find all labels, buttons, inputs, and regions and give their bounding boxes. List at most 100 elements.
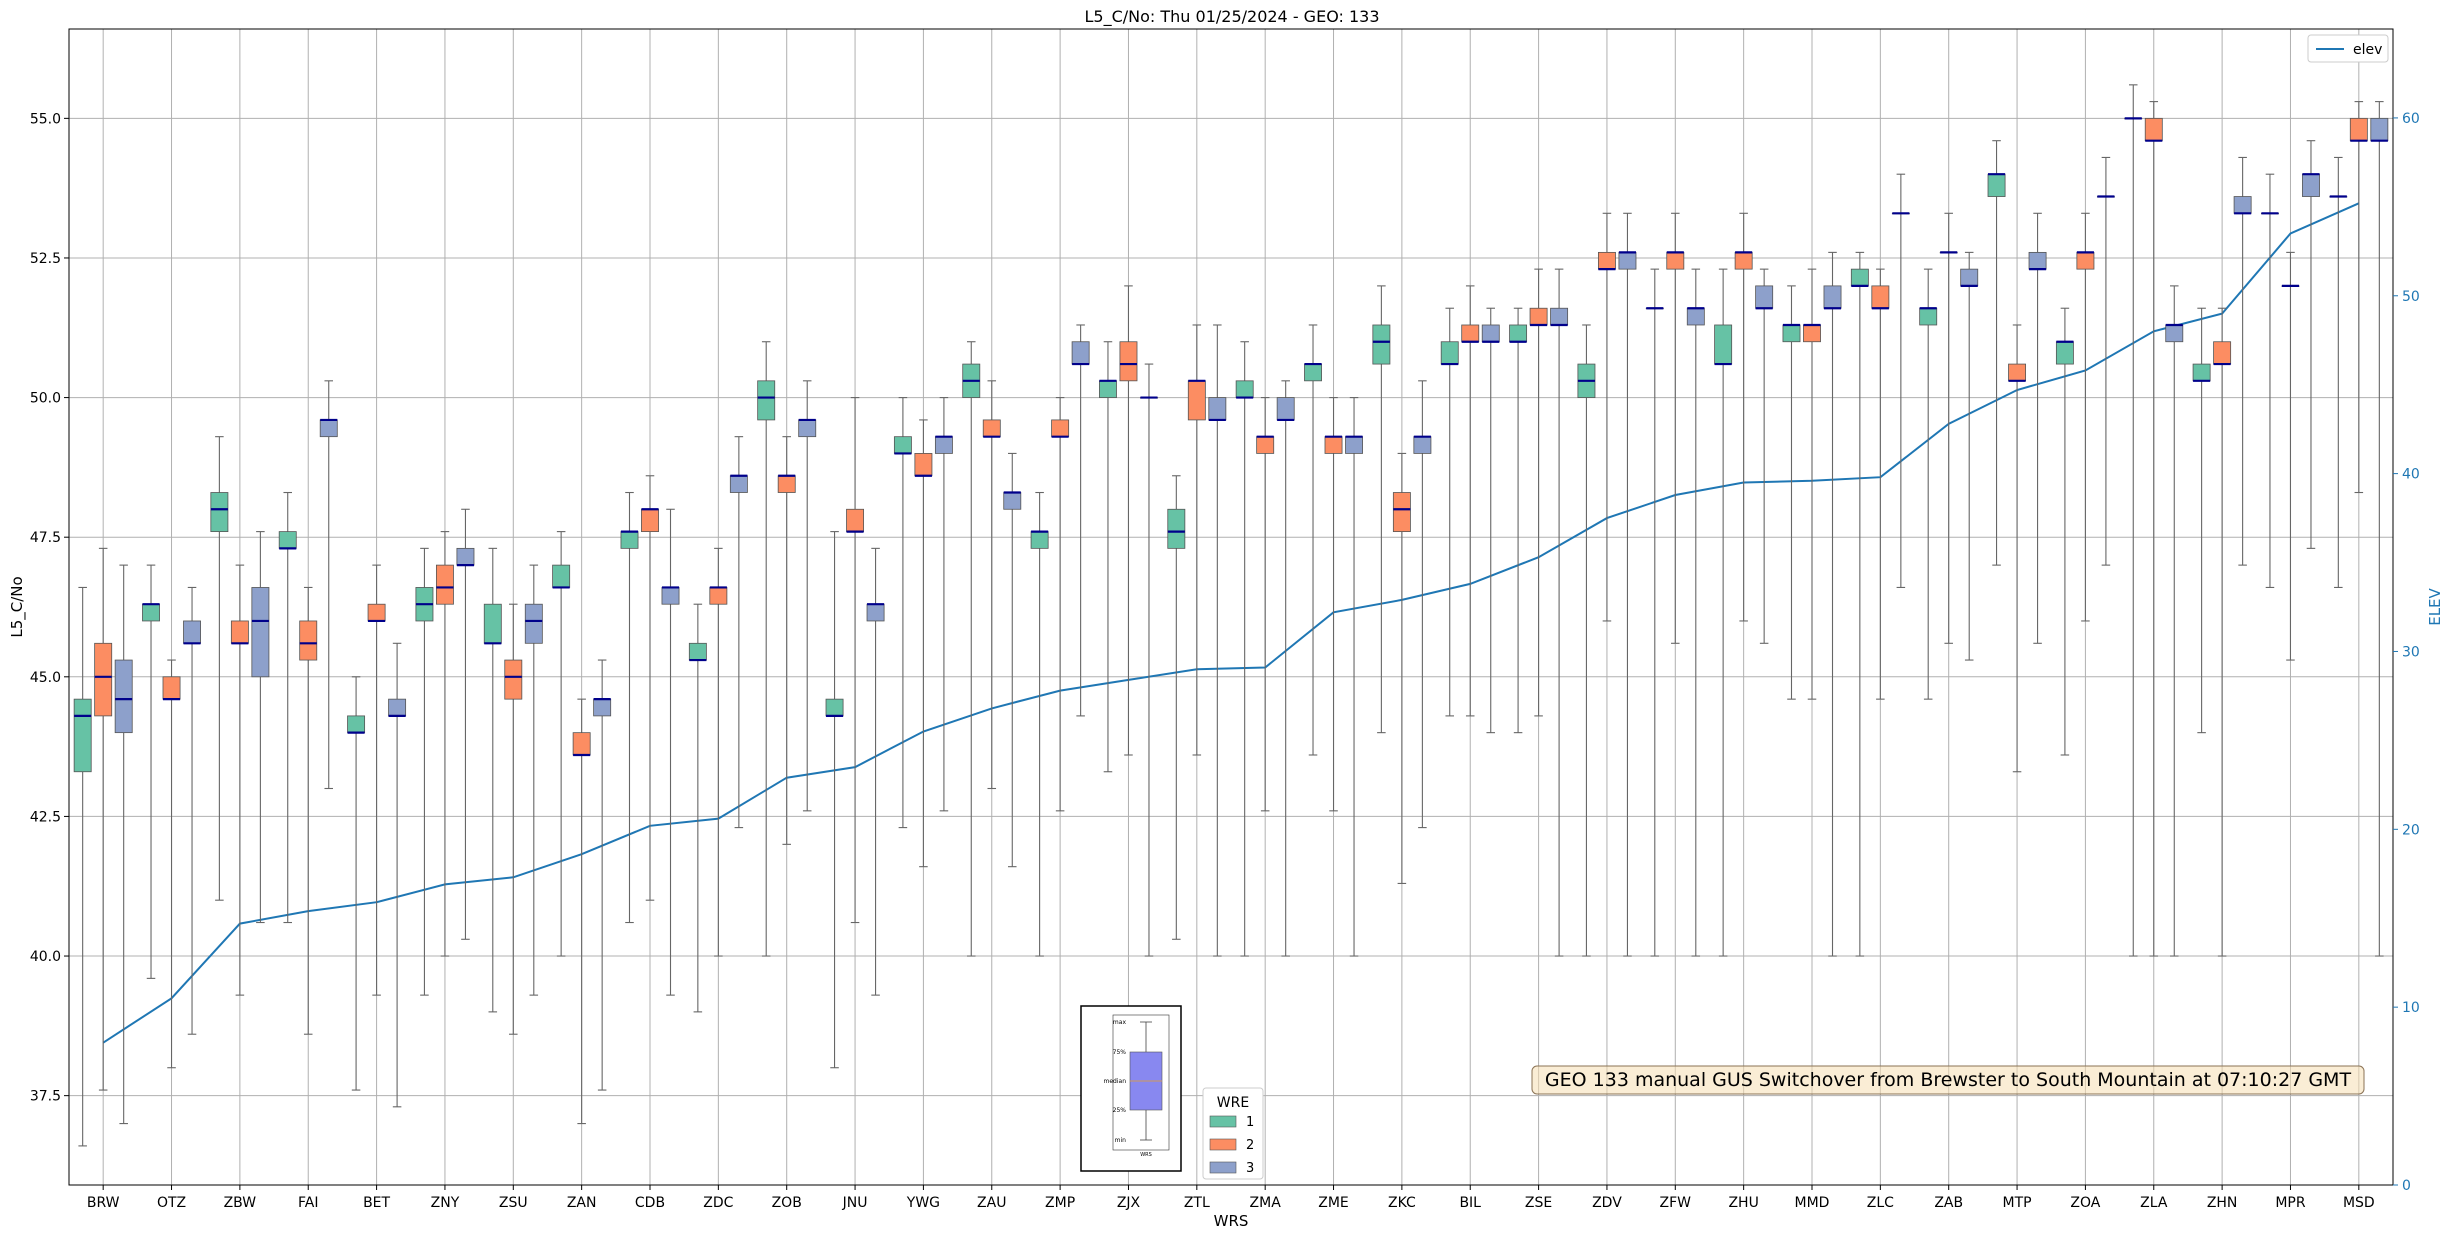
box-iqr: [1714, 324, 1733, 365]
box-iqr: [367, 603, 386, 622]
box-iqr: [435, 564, 454, 605]
box-iqr: [688, 642, 707, 661]
box-iqr: [388, 698, 407, 717]
x-tick-label: ZAN: [567, 1195, 597, 1211]
wre-legend-label-1: 1: [1246, 1115, 1254, 1130]
box-iqr: [1987, 173, 2006, 197]
box-iqr: [1345, 436, 1363, 454]
x-tick-label: ZMP: [1045, 1195, 1075, 1211]
box-iqr: [1413, 436, 1432, 454]
box-iqr: [456, 547, 475, 566]
box-iqr: [1850, 268, 1869, 287]
box-iqr: [1618, 251, 1637, 270]
elev-line: [102, 202, 2360, 1044]
box-iqr: [1481, 324, 1500, 343]
y-tick-label: 47.5: [30, 530, 61, 546]
box-iqr: [73, 698, 92, 773]
x-tick-label: CDB: [635, 1195, 665, 1211]
wre-legend-box: [1202, 1087, 1264, 1180]
x-tick-label: ZFW: [1660, 1195, 1692, 1211]
box-iqr: [1235, 380, 1254, 398]
box-iqr: [1167, 508, 1186, 549]
y-tick-label: 55.0: [30, 111, 61, 127]
box-iqr: [1550, 307, 1569, 326]
box-iqr: [1803, 324, 1821, 343]
box-iqr: [278, 531, 297, 549]
y-tick-label: 42.5: [30, 809, 61, 825]
box-iqr: [162, 676, 181, 700]
x-tick-label: FAI: [298, 1195, 318, 1211]
chart-title: L5_C/No: Thu 01/25/2024 - GEO: 133: [1084, 7, 1379, 27]
wre-legend-label-3: 3: [1246, 1161, 1254, 1176]
box-iqr: [2076, 251, 2095, 270]
x-tick-label: ZHU: [1728, 1195, 1758, 1211]
box-iqr: [1099, 380, 1117, 398]
box-iqr: [1276, 397, 1295, 421]
boxplot-key-inset: max 75% median 25% min WRS: [1080, 1005, 1182, 1172]
x-tick-label: ZNY: [431, 1195, 460, 1211]
y-axis-label: L5_C/No: [8, 576, 27, 637]
box-iqr: [661, 587, 680, 605]
box-iqr: [914, 453, 933, 477]
y2-tick-label: 40: [2402, 467, 2420, 483]
x-tick-label: ZLC: [1867, 1195, 1894, 1211]
y2-axis-label: ELEV: [2426, 587, 2444, 625]
x-tick-label: ZSU: [499, 1195, 528, 1211]
x-tick-label: ZBW: [224, 1195, 257, 1211]
x-tick-label: ZTL: [1184, 1195, 1210, 1211]
wre-legend-label-2: 2: [1246, 1138, 1254, 1153]
box-iqr: [1666, 251, 1685, 270]
box-iqr: [641, 508, 659, 533]
inset-label-median: median: [1104, 1078, 1127, 1085]
box-iqr: [183, 620, 201, 644]
x-tick-label: JNU: [842, 1195, 868, 1211]
box-iqr: [1734, 251, 1753, 270]
box-iqr: [2213, 341, 2232, 365]
box-iqr: [319, 419, 338, 438]
box-iqr: [2302, 173, 2320, 197]
y2-tick-label: 30: [2402, 644, 2420, 660]
x-tick-label: ZKC: [1388, 1195, 1416, 1211]
box-iqr: [1304, 363, 1322, 382]
y-tick-label: 52.5: [30, 251, 61, 267]
y-axis-left: 37.5 40.0 42.5 45.0 47.5 50.0 52.5 55.0: [30, 111, 69, 1105]
box-iqr: [2233, 196, 2252, 214]
y-tick-label: 50.0: [30, 391, 61, 407]
x-tick-label: BIL: [1459, 1195, 1481, 1211]
x-tick-label: ZOB: [772, 1195, 802, 1211]
wre-legend-swatch-3: [1209, 1161, 1237, 1174]
x-tick-label: BET: [363, 1195, 390, 1211]
box-iqr: [893, 436, 912, 454]
box-iqr: [798, 419, 817, 438]
switchover-annotation: GEO 133 manual GUS Switchover from Brews…: [1531, 1065, 2365, 1095]
elev-legend: elev: [2307, 34, 2389, 63]
box-iqr: [1030, 531, 1049, 549]
y-tick-label: 37.5: [30, 1089, 61, 1105]
x-axis-label: WRS: [1214, 1212, 1249, 1230]
box-iqr: [1256, 436, 1275, 454]
box-iqr: [2370, 117, 2389, 142]
box-iqr: [1597, 251, 1616, 270]
x-tick-label: MMD: [1795, 1195, 1830, 1211]
inset-label-min: min: [1115, 1137, 1127, 1144]
wre-legend: WRE 1 2 3: [1202, 1087, 1264, 1180]
annotation-text: GEO 133 manual GUS Switchover from Brews…: [1545, 1069, 2352, 1091]
box-iqr: [620, 531, 639, 549]
box-iqr: [552, 564, 571, 588]
x-tick-label: BRW: [87, 1195, 120, 1211]
box-iqr: [1823, 285, 1842, 309]
box-iqr: [1003, 492, 1022, 510]
plot-frame: [68, 28, 2394, 1186]
box-iqr: [2349, 117, 2368, 142]
wre-legend-swatch-1: [1209, 1115, 1237, 1128]
box-iqr: [1529, 307, 1548, 326]
wre-legend-swatch-2: [1209, 1138, 1237, 1151]
y2-tick-label: 0: [2402, 1178, 2411, 1194]
box-iqr: [2165, 324, 2184, 343]
box-iqr: [2144, 117, 2163, 142]
box-iqr: [504, 659, 523, 700]
box-iqr: [347, 715, 366, 734]
box-iqr: [210, 492, 229, 533]
y2-tick-label: 10: [2402, 1000, 2420, 1016]
